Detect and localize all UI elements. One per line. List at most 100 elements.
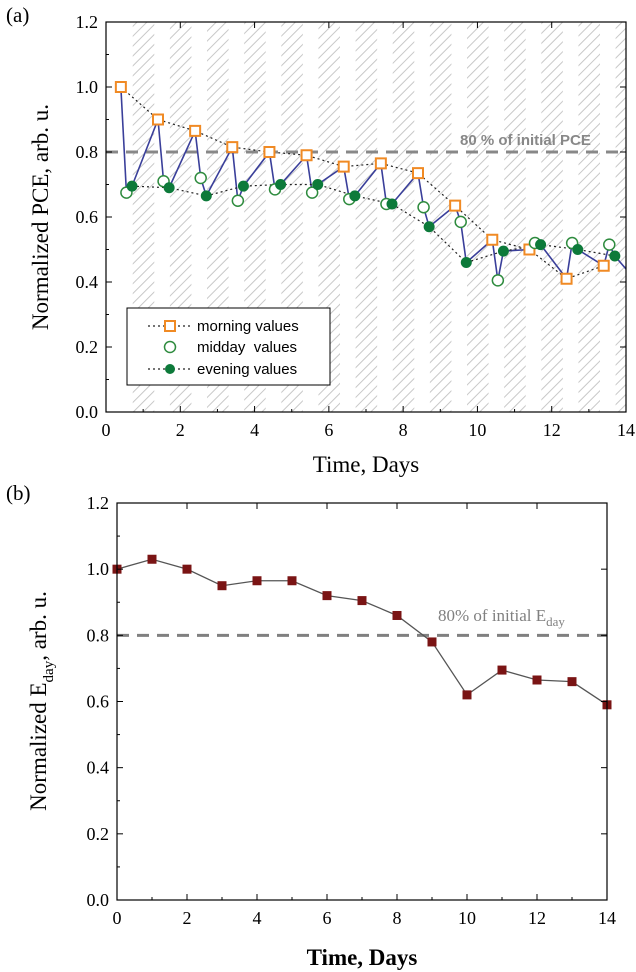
y-tick-label: 0.0: [87, 890, 110, 910]
midday-point: [603, 238, 616, 251]
plot-frame-b: [116, 502, 608, 901]
y-axis-title-a: Normalized PCE, arb. u.: [28, 104, 53, 330]
evening-point: [423, 221, 435, 233]
y-tick-label: 0.8: [76, 142, 99, 162]
y-axis-title-b-main: Normalized E: [26, 682, 51, 810]
x-tick-label: 14: [617, 420, 635, 440]
morning-point: [374, 157, 387, 170]
night-band: [392, 22, 415, 412]
x-tick-label: 6: [323, 908, 332, 928]
morning-point: [449, 199, 462, 212]
evening-point: [609, 250, 621, 262]
x-tick-label: 10: [458, 908, 476, 928]
y-tick-label: 0.2: [76, 337, 99, 357]
x-tick-label: 14: [598, 908, 616, 928]
x-tick-label: 2: [183, 908, 192, 928]
evening-point: [535, 239, 547, 251]
morning-point: [114, 81, 127, 93]
evening-point: [572, 244, 584, 255]
panel-b: (b) 0 2 4 6 8 10 12 14 0.0 0.2 0.4 0.6 0.8 1.0 1.2 Tim…: [6, 481, 616, 970]
eday-point: [322, 591, 332, 601]
morning-point: [597, 259, 610, 272]
y-tick-label: 0.2: [87, 824, 110, 844]
x-tick-label: 10: [468, 420, 486, 440]
midday-point: [305, 186, 319, 199]
x-tick-label: 2: [176, 420, 185, 440]
panel-a-label: (a): [6, 3, 29, 27]
panel-b-label: (b): [6, 481, 31, 505]
y-tick-label: 0.0: [76, 402, 99, 422]
x-tick-label: 0: [113, 908, 122, 928]
series-markers-a: [114, 81, 621, 287]
evening-point: [460, 257, 472, 268]
x-tick-label: 0: [102, 420, 111, 440]
y-tick-label: 0.4: [76, 272, 99, 292]
y-tick-label: 1.0: [76, 77, 99, 97]
midday-point: [454, 215, 467, 229]
legend-evening-marker: [165, 364, 175, 374]
morning-point: [412, 167, 424, 180]
reference-label-a: 80 % of initial PCE: [460, 132, 591, 149]
morning-point: [337, 160, 350, 173]
reference-label-b-sub: day: [546, 614, 565, 629]
night-band: [504, 22, 526, 412]
morning-point: [560, 272, 573, 285]
y-tick-label: 0.6: [76, 207, 99, 227]
eday-point: [182, 564, 192, 574]
evening-point: [386, 198, 398, 210]
x-tick-label: 8: [393, 908, 402, 928]
midday-point: [231, 194, 245, 207]
y-axis-title-b-suffix: , arb. u.: [26, 591, 51, 661]
x-axis-title-b: Time, Days: [307, 945, 418, 970]
evening-point: [126, 180, 138, 192]
eday-point: [462, 690, 472, 700]
eday-point: [357, 596, 367, 606]
legend-box: [126, 307, 331, 386]
evening-point: [200, 190, 212, 202]
series-markers-b: [112, 554, 612, 710]
eday-point: [427, 637, 437, 647]
evening-point: [237, 180, 249, 192]
midday-point: [417, 201, 430, 214]
morning-point: [189, 124, 202, 137]
night-band: [578, 22, 600, 412]
morning-point: [263, 146, 276, 158]
y-tick-label: 0.6: [87, 692, 110, 712]
legend-morning-marker: [164, 320, 176, 332]
midday-point: [194, 171, 207, 185]
x-axis-title-a: Time, Days: [313, 452, 420, 477]
eday-point: [147, 554, 157, 564]
midday-point: [491, 274, 505, 287]
panel-a: (a) 0 2 4 6 8 10 12 14 0.0 0.2 0.4 0.6 0.8 1.0 1.2 Tim…: [6, 3, 636, 477]
y-tick-label: 1.2: [87, 493, 110, 513]
eday-point: [532, 675, 542, 685]
eday-point: [287, 576, 297, 586]
evening-point: [497, 245, 509, 257]
axes-b: 0 2 4 6 8 10 12 14 0.0 0.2 0.4 0.6 0.8 1.0 1.2: [87, 493, 617, 928]
y-tick-label: 0.4: [87, 758, 110, 778]
morning-point: [486, 233, 499, 246]
evening-point: [349, 190, 361, 202]
eday-point: [497, 665, 507, 675]
morning-point: [300, 149, 313, 162]
y-axis-title-b-sub: day: [41, 660, 57, 682]
reference-label-b-main: 80% of initial E: [438, 606, 546, 625]
legend-label-midday: midday values: [197, 339, 297, 356]
morning-trend-line: [120, 86, 604, 280]
eday-point: [217, 581, 227, 591]
morning-point: [152, 113, 164, 126]
axes-a: 0 2 4 6 8 10 12 14 0.0 0.2 0.4 0.6 0.8 1.0 1.2: [76, 12, 636, 440]
evening-point: [163, 182, 175, 194]
night-band: [541, 22, 563, 412]
legend-midday-marker: [163, 340, 177, 354]
night-band: [467, 22, 489, 412]
y-tick-label: 1.2: [76, 12, 99, 32]
night-band: [355, 22, 378, 412]
legend-label-evening: evening values: [197, 361, 297, 378]
eday-point: [252, 576, 262, 586]
eday-point: [392, 610, 402, 620]
x-tick-label: 12: [528, 908, 546, 928]
legend-a: morning values midday values evening val…: [126, 307, 331, 386]
x-tick-label: 6: [324, 420, 333, 440]
